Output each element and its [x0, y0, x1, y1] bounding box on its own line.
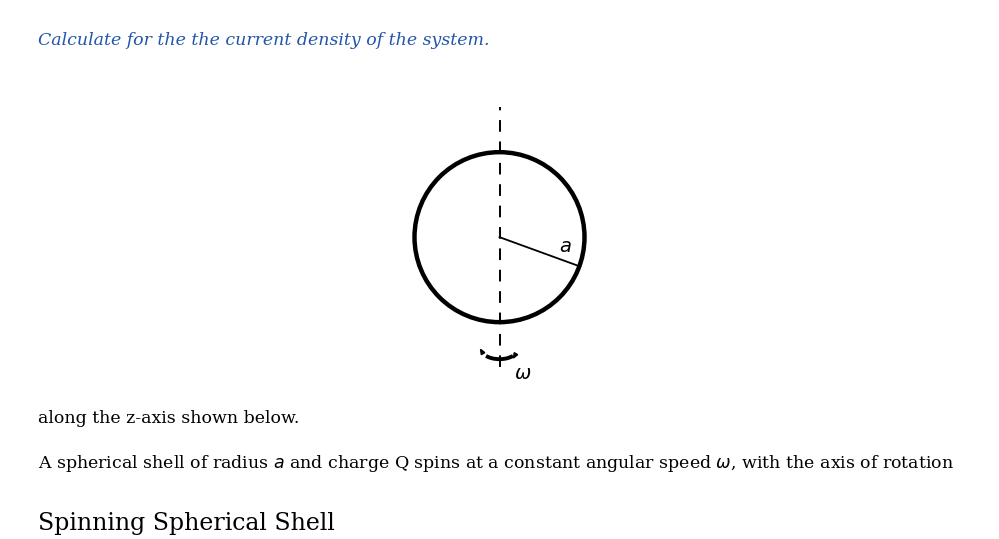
Text: A spherical shell of radius $a$ and charge Q spins at a constant angular speed $: A spherical shell of radius $a$ and char… [38, 453, 954, 474]
Text: along the z-axis shown below.: along the z-axis shown below. [38, 410, 300, 427]
Text: Spinning Spherical Shell: Spinning Spherical Shell [38, 512, 335, 535]
Text: $\omega$: $\omega$ [513, 365, 531, 383]
Polygon shape [481, 349, 485, 355]
Text: Calculate for the the current density of the system.: Calculate for the the current density of… [38, 32, 490, 50]
Text: $a$: $a$ [559, 238, 571, 256]
Polygon shape [513, 353, 517, 358]
